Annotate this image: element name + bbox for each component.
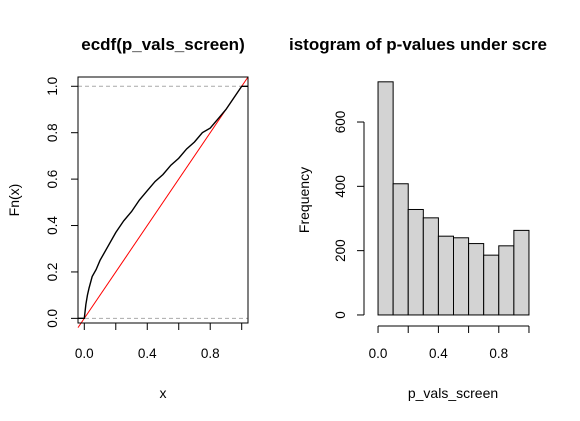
histogram-x-label: p_vals_screen (408, 385, 498, 401)
ecdf-reference-lines (78, 85, 248, 319)
histogram-y-label: Frequency (296, 167, 312, 233)
ecdf-x-axis: 0.0 0.4 0.8 (75, 323, 243, 361)
ecdf-y-tick-label-4: 0.8 (45, 123, 60, 142)
ecdf-plot-box (77, 76, 249, 324)
ecdf-y-tick-label-3: 0.6 (45, 170, 60, 189)
ecdf-x-tick-label-2: 0.8 (201, 346, 220, 361)
histogram-bar-9 (513, 229, 530, 316)
histogram-bar-8 (498, 245, 515, 316)
ecdf-series (78, 85, 248, 320)
histogram-bar-2 (407, 208, 424, 316)
histogram-y-tick-label-2: 400 (333, 175, 348, 198)
ecdf-y-tick-label-0: 0.0 (45, 309, 60, 328)
histogram-x-tick-label-2: 0.4 (429, 346, 448, 361)
histogram-bars (377, 81, 530, 316)
ecdf-line (78, 85, 248, 320)
histogram-panel: istogram of p-values under scre 0.0 0.4 0.… (289, 35, 547, 401)
ecdf-title: ecdf(p_vals_screen) (81, 35, 244, 54)
ecdf-diagonal-line (77, 76, 249, 328)
histogram-y-tick-label-3: 600 (333, 111, 348, 134)
histogram-bar-7 (483, 254, 500, 316)
histogram-bar-4 (437, 235, 455, 316)
histogram-bar-3 (422, 217, 439, 316)
histogram-bar-0 (377, 81, 394, 316)
ecdf-x-tick-label-0: 0.0 (75, 346, 94, 361)
ecdf-diagonal (77, 76, 249, 328)
histogram-bar-1 (392, 183, 409, 316)
histogram-bar-5 (453, 237, 470, 316)
histogram-title: istogram of p-values under scre (289, 35, 547, 54)
histogram-y-tick-label-1: 200 (333, 239, 348, 262)
histogram-y-tick-label-0: 0 (333, 311, 348, 319)
ecdf-y-tick-label-2: 0.4 (45, 216, 60, 235)
histogram-y-axis: 0 200 400 600 (333, 111, 365, 319)
histogram-bar-6 (468, 243, 485, 316)
ecdf-panel: ecdf(p_vals_screen) 0.0 0.4 0.8 0.00.20.40… (6, 35, 249, 401)
ecdf-x-tick-label-1: 0.4 (138, 346, 157, 361)
histogram-x-axis: 0.0 0.4 0.8 (369, 325, 530, 361)
ecdf-x-label: x (160, 385, 167, 401)
histogram-x-tick-label-4: 0.8 (489, 346, 508, 361)
ecdf-y-tick-label-5: 1.0 (45, 77, 60, 96)
ecdf-y-tick-label-1: 0.2 (45, 263, 60, 282)
histogram-x-tick-label-0: 0.0 (369, 346, 388, 361)
ecdf-y-axis: 0.0 0.2 0.4 0.6 0.8 1.0 (45, 77, 78, 328)
ecdf-y-label: Fn(x) (6, 184, 22, 217)
